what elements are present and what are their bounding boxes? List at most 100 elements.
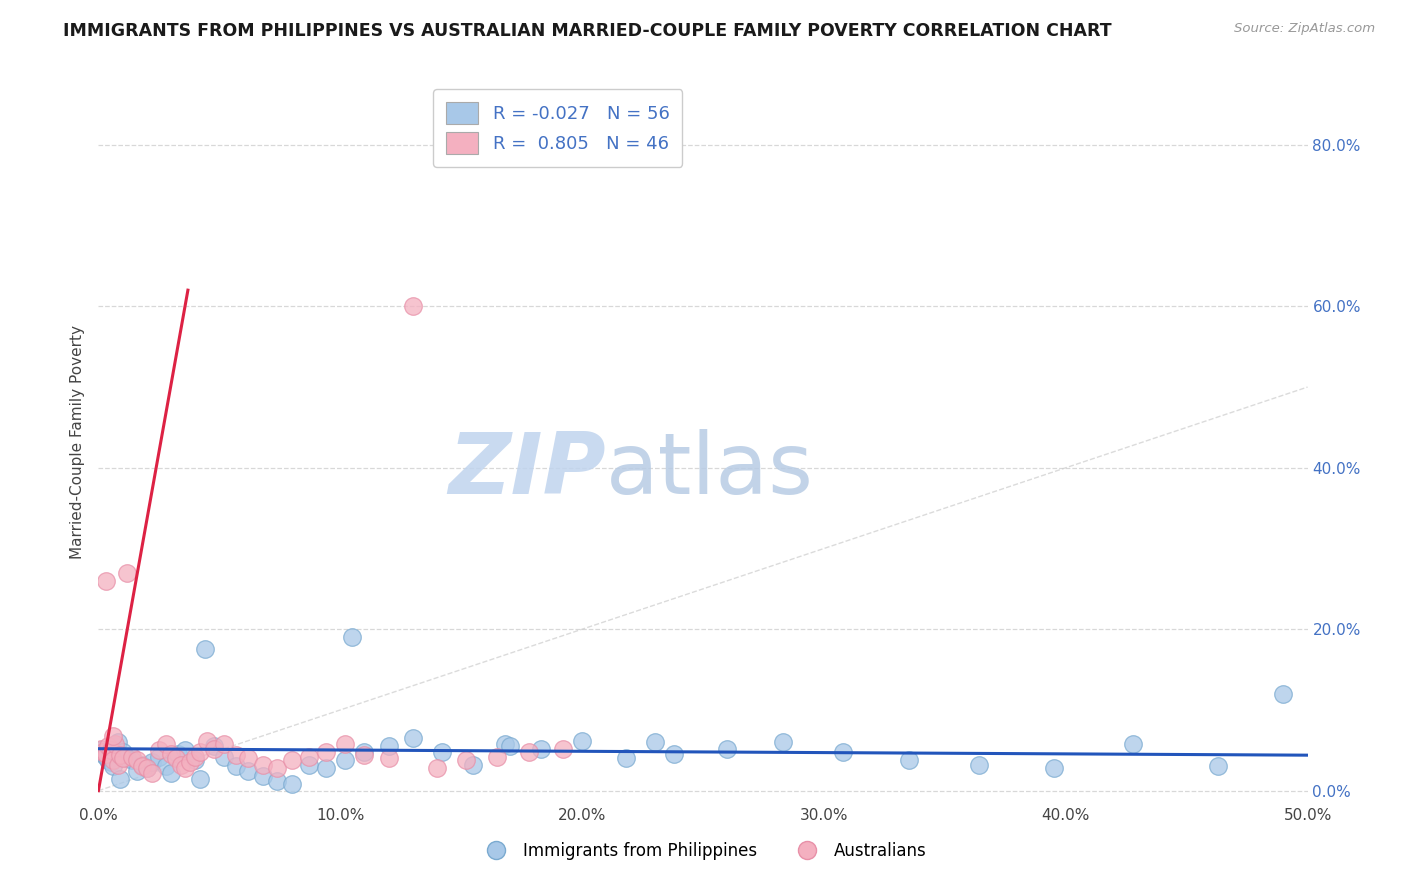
Point xyxy=(614,751,637,765)
Text: IMMIGRANTS FROM PHILIPPINES VS AUSTRALIAN MARRIED-COUPLE FAMILY POVERTY CORRELAT: IMMIGRANTS FROM PHILIPPINES VS AUSTRALIA… xyxy=(63,22,1112,40)
Point xyxy=(281,777,304,791)
Point xyxy=(107,735,129,749)
Point xyxy=(169,757,191,772)
Point xyxy=(716,741,738,756)
Point xyxy=(402,731,425,746)
Point xyxy=(101,759,124,773)
Point xyxy=(135,761,157,775)
Point xyxy=(94,749,117,764)
Point xyxy=(148,749,170,764)
Point xyxy=(298,749,321,764)
Point xyxy=(252,757,274,772)
Point xyxy=(184,753,207,767)
Point xyxy=(1042,761,1064,775)
Point xyxy=(315,745,337,759)
Point xyxy=(167,747,190,762)
Point xyxy=(662,747,685,762)
Point xyxy=(94,574,117,588)
Point xyxy=(188,745,211,759)
Point xyxy=(238,751,260,765)
Point xyxy=(174,743,197,757)
Point xyxy=(430,745,453,759)
Point xyxy=(160,747,183,762)
Point xyxy=(315,761,337,775)
Point xyxy=(204,739,226,754)
Point xyxy=(252,769,274,783)
Point xyxy=(530,741,553,756)
Point xyxy=(212,749,235,764)
Point xyxy=(281,753,304,767)
Point xyxy=(90,741,112,756)
Point xyxy=(377,739,399,754)
Point xyxy=(141,756,163,770)
Point xyxy=(353,745,375,759)
Point xyxy=(101,729,124,743)
Point xyxy=(195,733,218,747)
Point xyxy=(97,753,120,767)
Point xyxy=(377,751,399,765)
Point xyxy=(174,761,197,775)
Point xyxy=(117,751,139,765)
Point xyxy=(108,772,131,786)
Point xyxy=(225,759,247,773)
Point xyxy=(100,756,122,770)
Point xyxy=(100,743,122,757)
Point xyxy=(165,751,187,765)
Point xyxy=(517,745,540,759)
Point xyxy=(204,741,226,756)
Point xyxy=(494,737,516,751)
Point xyxy=(644,735,666,749)
Point xyxy=(498,739,520,754)
Point xyxy=(104,737,127,751)
Point xyxy=(967,757,990,772)
Point xyxy=(1206,759,1229,773)
Point xyxy=(160,766,183,780)
Point xyxy=(333,737,356,751)
Point xyxy=(90,743,112,757)
Point xyxy=(91,745,114,759)
Point xyxy=(117,566,139,580)
Point xyxy=(101,753,124,767)
Point xyxy=(194,642,217,657)
Point xyxy=(121,749,143,764)
Point xyxy=(1122,737,1144,751)
Point xyxy=(212,737,235,751)
Point xyxy=(571,733,593,747)
Point xyxy=(104,739,127,754)
Point xyxy=(402,299,425,313)
Point xyxy=(454,753,477,767)
Point xyxy=(148,743,170,757)
Point xyxy=(266,761,288,775)
Point xyxy=(772,735,794,749)
Point xyxy=(131,759,153,773)
Point xyxy=(266,774,288,789)
Point xyxy=(463,757,485,772)
Point xyxy=(551,741,574,756)
Point xyxy=(155,759,177,773)
Point xyxy=(131,757,153,772)
Point xyxy=(111,751,134,765)
Point xyxy=(141,766,163,780)
Point xyxy=(486,749,509,764)
Point xyxy=(111,745,134,759)
Text: Source: ZipAtlas.com: Source: ZipAtlas.com xyxy=(1234,22,1375,36)
Point xyxy=(135,761,157,775)
Point xyxy=(155,737,177,751)
Point xyxy=(184,749,207,764)
Point xyxy=(188,772,211,786)
Point xyxy=(238,764,260,778)
Text: ZIP: ZIP xyxy=(449,429,606,512)
Point xyxy=(107,757,129,772)
Point xyxy=(91,747,114,762)
Legend: Immigrants from Philippines, Australians: Immigrants from Philippines, Australians xyxy=(472,836,934,867)
Point xyxy=(108,748,131,763)
Point xyxy=(97,739,120,754)
Point xyxy=(897,753,920,767)
Point xyxy=(342,630,364,644)
Point xyxy=(426,761,449,775)
Point xyxy=(225,748,247,763)
Point xyxy=(179,756,201,770)
Point xyxy=(127,764,149,778)
Text: atlas: atlas xyxy=(606,429,814,512)
Point xyxy=(353,748,375,763)
